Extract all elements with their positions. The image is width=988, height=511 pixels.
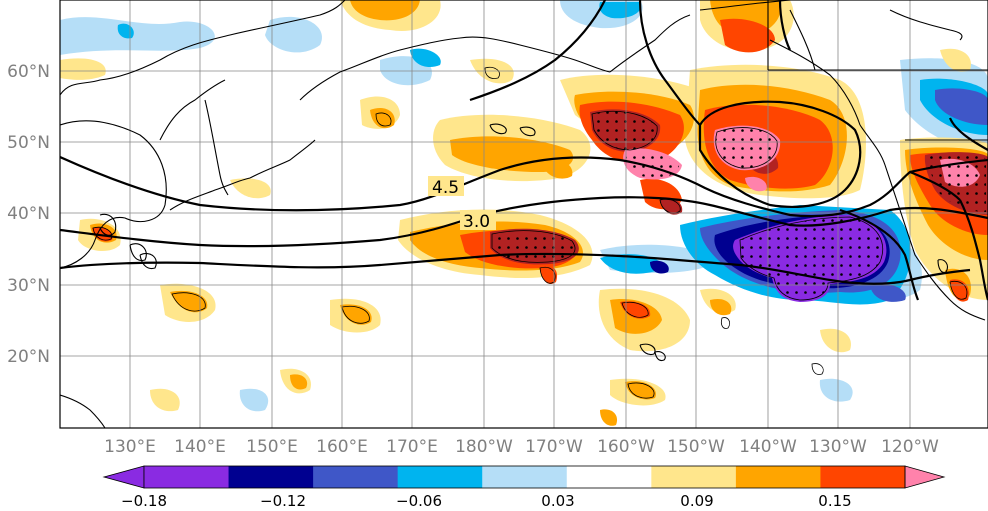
contour-4.5 — [60, 155, 988, 218]
lon-label: 170°E — [386, 437, 438, 457]
lat-label: 40°N — [7, 204, 50, 224]
latitude-labels: 60°N 50°N 40°N 30°N 20°N — [7, 62, 50, 367]
colorbar-frame — [143, 465, 906, 489]
colorbar-extend-max — [904, 465, 946, 489]
map-frame — [59, 0, 988, 429]
colorbar-segment — [820, 466, 906, 488]
colorbar-segment — [397, 466, 483, 488]
contour-label-bg — [428, 176, 464, 196]
lon-label: 130°E — [104, 437, 156, 457]
contour-label-4.5: 4.5 — [432, 178, 459, 198]
lon-label: 160°E — [316, 437, 368, 457]
lon-label: 140°E — [174, 437, 226, 457]
lon-label: 120°W — [881, 437, 939, 457]
lon-label: 130°W — [809, 437, 867, 457]
lon-label: 140°W — [739, 437, 797, 457]
lon-label: 150°E — [246, 437, 298, 457]
colorbar-segment — [482, 466, 568, 488]
lon-label: 160°W — [597, 437, 655, 457]
lat-label: 30°N — [7, 276, 50, 296]
lat-label: 50°N — [7, 133, 50, 153]
longitude-labels: 130°E 140°E 150°E 160°E 170°E 180°W 170°… — [104, 437, 939, 457]
coastlines — [60, 0, 988, 428]
colorbar-segment — [313, 466, 399, 488]
lon-label: 180°W — [455, 437, 513, 457]
colorbar-tick-labels: −0.18 −0.12 −0.06 0.03 0.09 0.15 — [121, 492, 852, 510]
contour-label-bg — [460, 210, 496, 230]
colorbar — [102, 465, 946, 489]
colorbar-tick-label: 0.15 — [818, 492, 851, 510]
colorbar-segment — [144, 466, 230, 488]
colorbar-segment — [735, 466, 821, 488]
colorbar-segment — [651, 466, 737, 488]
colorbar-tick-label: −0.06 — [396, 492, 442, 510]
lon-label: 150°W — [667, 437, 725, 457]
lat-label: 60°N — [7, 62, 50, 82]
lon-label: 170°W — [525, 437, 583, 457]
contour-label-3.0: 3.0 — [463, 212, 490, 232]
colorbar-segment — [566, 466, 652, 488]
colorbar-tick-label: 0.03 — [541, 492, 574, 510]
colorbar-segment — [228, 466, 314, 488]
colorbar-tick-label: −0.12 — [260, 492, 306, 510]
colorbar-tick-label: 0.09 — [680, 492, 713, 510]
colorbar-extend-min — [102, 465, 145, 489]
colorbar-tick-label: −0.18 — [121, 492, 167, 510]
mean-field-contours — [60, 0, 988, 301]
contour-3.0 — [60, 196, 988, 248]
lat-label: 20°N — [7, 347, 50, 367]
